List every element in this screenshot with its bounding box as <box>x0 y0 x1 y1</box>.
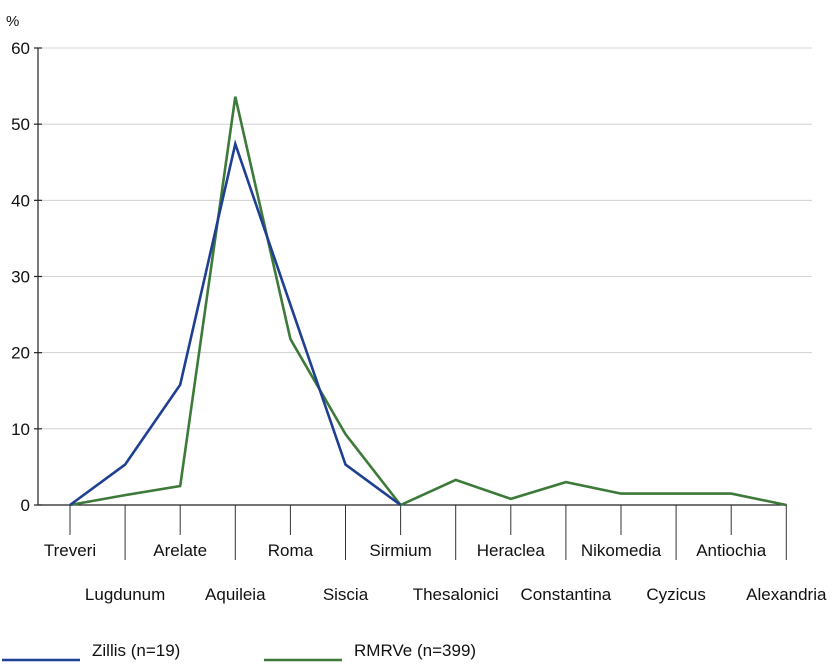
axes <box>34 48 787 560</box>
x-category-label: Sirmium <box>369 541 431 560</box>
x-category-label: Aquileia <box>205 585 266 604</box>
x-category-label: Heraclea <box>477 541 546 560</box>
y-tick-label: 60 <box>11 39 30 58</box>
x-category-label: Antiochia <box>696 541 766 560</box>
series-line-zillis <box>70 144 401 505</box>
y-tick-label: 0 <box>21 496 30 515</box>
x-category-label: Nikomedia <box>581 541 662 560</box>
x-category-label: Treveri <box>44 541 96 560</box>
y-tick-label: 50 <box>11 115 30 134</box>
x-category-label: Siscia <box>323 585 369 604</box>
x-category-label: Arelate <box>153 541 207 560</box>
legend: Zillis (n=19) RMRVe (n=399) <box>2 641 476 660</box>
series-line-rmrve <box>70 97 786 505</box>
x-category-label: Cyzicus <box>646 585 706 604</box>
legend-label: Zillis (n=19) <box>92 641 180 660</box>
series-layer <box>70 97 787 505</box>
x-category-label: Roma <box>268 541 314 560</box>
y-axis-unit-label: % <box>6 13 19 30</box>
y-tick-label: 30 <box>11 268 30 287</box>
x-category-label: Constantina <box>521 585 612 604</box>
legend-label: RMRVe (n=399) <box>354 641 476 660</box>
y-tick-label: 10 <box>11 420 30 439</box>
x-category-label: Thesalonici <box>413 585 499 604</box>
y-tick-label: 20 <box>11 344 30 363</box>
gridlines <box>42 48 812 429</box>
y-tick-label: 40 <box>11 191 30 210</box>
x-category-label: Alexandria <box>746 585 827 604</box>
x-category-label: Lugdunum <box>85 585 165 604</box>
axis-labels: 0 10 20 30 40 50 60 Treveri Lugdunum Arelate Aquil… <box>11 39 827 604</box>
